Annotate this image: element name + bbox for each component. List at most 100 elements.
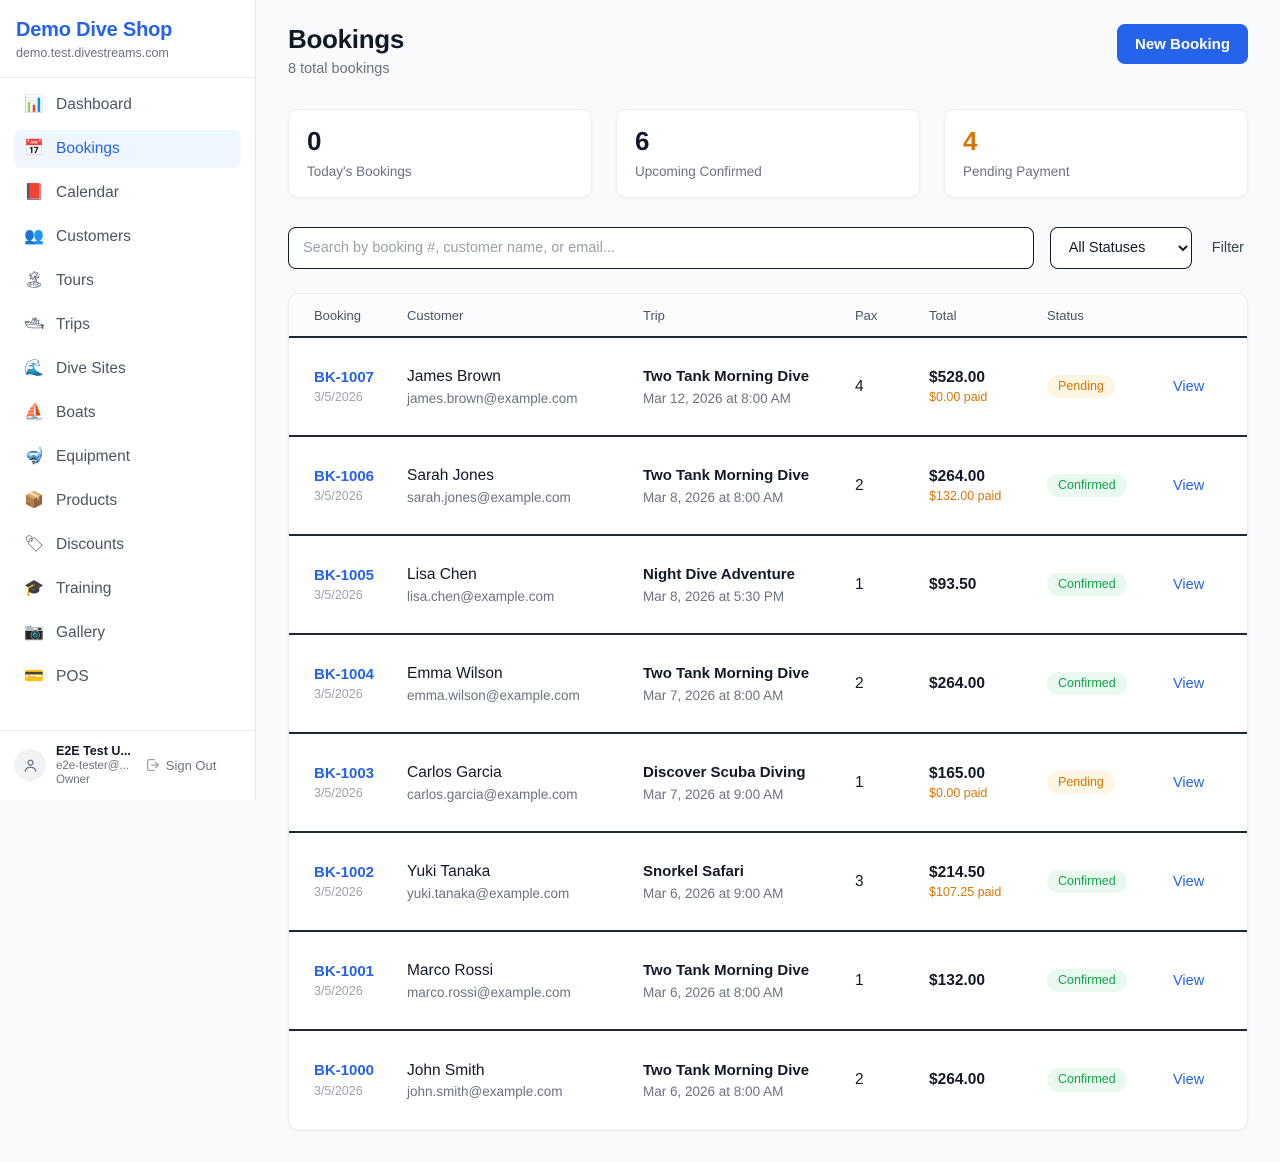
trip-date: Mar 6, 2026 at 9:00 AM	[643, 885, 784, 901]
stat-card-today-s-bookings: 0 Today's Bookings	[288, 109, 592, 199]
booking-date: 3/5/2026	[314, 984, 363, 999]
booking-id-link[interactable]: BK-1006	[314, 467, 375, 485]
table-row[interactable]: BK-1004 3/5/2026 Emma Wilson emma.wilson@ex…	[289, 634, 1247, 734]
status-filter-select[interactable]: All Statuses	[1049, 227, 1192, 270]
customer-email: marco.rossi@example.com	[407, 984, 571, 1000]
main-content: Bookings 8 total bookings New Booking 0 T…	[256, 0, 1280, 1162]
pax-count: 2	[855, 476, 864, 494]
status-badge: Confirmed	[1047, 671, 1127, 696]
column-header-booking[interactable]: Booking	[289, 294, 399, 339]
brand-block[interactable]: Demo Dive Shop demo.test.divestreams.com	[0, 0, 255, 78]
sidebar-item-training[interactable]: 🎓 Training	[14, 570, 241, 608]
cell-action: View	[1165, 1030, 1247, 1129]
total-amount: $264.00	[929, 674, 986, 692]
table-row[interactable]: BK-1005 3/5/2026 Lisa Chen lisa.chen@exampl…	[289, 535, 1247, 635]
cell-action: View	[1165, 337, 1247, 436]
trip-date: Mar 6, 2026 at 8:00 AM	[643, 984, 784, 1000]
new-booking-button[interactable]: New Booking	[1116, 24, 1248, 64]
cell-total: $528.00 $0.00 paid	[921, 337, 1039, 436]
diving-mask-icon: 🤿	[24, 448, 44, 465]
view-link[interactable]: View	[1173, 477, 1205, 494]
cell-pax: 3	[847, 832, 921, 931]
sidebar-item-calendar[interactable]: 📕 Calendar	[14, 174, 241, 212]
column-header-total[interactable]: Total	[921, 294, 1039, 339]
booking-id-link[interactable]: BK-1004	[314, 665, 375, 683]
page-header-text: Bookings 8 total bookings	[288, 24, 404, 77]
search-input[interactable]	[288, 227, 1034, 270]
booking-id-link[interactable]: BK-1001	[314, 962, 375, 980]
sidebar-user-box: E2E Test U... e2e-tester@... Owner Sign …	[0, 729, 255, 800]
island-icon: 🏝	[24, 272, 45, 289]
view-link[interactable]: View	[1173, 1072, 1205, 1089]
sign-out-button[interactable]: Sign Out	[145, 757, 216, 773]
cell-action: View	[1165, 634, 1247, 733]
sidebar-item-label: POS	[56, 668, 89, 685]
booking-id-link[interactable]: BK-1003	[314, 764, 375, 782]
booking-id-link[interactable]: BK-1000	[314, 1062, 375, 1080]
user-name: E2E Test U...	[56, 743, 131, 758]
cell-action: View	[1165, 535, 1247, 634]
sidebar-item-equipment[interactable]: 🤿 Equipment	[14, 438, 241, 476]
cell-trip: Two Tank Morning Dive Mar 8, 2026 at 8:00…	[635, 436, 847, 535]
filter-bar: All Statuses Filter	[288, 227, 1248, 270]
view-link[interactable]: View	[1173, 675, 1205, 692]
customer-email: sarah.jones@example.com	[407, 489, 571, 505]
cell-action: View	[1165, 832, 1247, 931]
table-row[interactable]: BK-1000 3/5/2026 John Smith john.smith@exam…	[289, 1030, 1247, 1129]
table-body: BK-1007 3/5/2026 James Brown james.brown@ex…	[289, 337, 1247, 1129]
column-header-pax[interactable]: Pax	[847, 294, 921, 339]
booking-id-link[interactable]: BK-1002	[314, 863, 375, 881]
booking-id-link[interactable]: BK-1005	[314, 566, 375, 584]
sidebar-item-gallery[interactable]: 📷 Gallery	[14, 614, 241, 652]
amount-paid: $0.00 paid	[929, 785, 988, 800]
stats-row: 0 Today's Bookings 6 Upcoming Confirmed 4 Pen…	[288, 109, 1248, 199]
customer-email: emma.wilson@example.com	[407, 687, 580, 703]
sidebar-item-trips[interactable]: 🛥 Trips	[14, 306, 241, 344]
view-link[interactable]: View	[1173, 774, 1205, 791]
amount-paid: $132.00 paid	[929, 488, 1002, 503]
customer-name: James Brown	[407, 368, 501, 386]
trip-name: Two Tank Morning Dive	[643, 962, 810, 980]
cell-customer: Sarah Jones sarah.jones@example.com	[399, 436, 635, 535]
column-header-trip[interactable]: Trip	[635, 294, 847, 339]
cell-trip: Two Tank Morning Dive Mar 12, 2026 at 8:0…	[635, 337, 847, 436]
booking-date: 3/5/2026	[314, 489, 363, 504]
cell-trip: Two Tank Morning Dive Mar 7, 2026 at 8:00…	[635, 634, 847, 733]
view-link[interactable]: View	[1173, 576, 1205, 593]
table-row[interactable]: BK-1001 3/5/2026 Marco Rossi marco.rossi@ex…	[289, 931, 1247, 1031]
view-link[interactable]: View	[1173, 873, 1205, 890]
cell-booking: BK-1002 3/5/2026	[289, 832, 399, 931]
filter-button[interactable]: Filter	[1208, 240, 1248, 256]
cell-trip: Two Tank Morning Dive Mar 6, 2026 at 8:00…	[635, 931, 847, 1030]
view-link[interactable]: View	[1173, 972, 1205, 989]
customer-name: John Smith	[407, 1061, 485, 1079]
sidebar-item-dive-sites[interactable]: 🌊 Dive Sites	[14, 350, 241, 388]
sidebar-item-tours[interactable]: 🏝 Tours	[14, 262, 241, 300]
sidebar-item-discounts[interactable]: 🏷 Discounts	[14, 526, 241, 564]
cell-trip: Night Dive Adventure Mar 8, 2026 at 5:30 …	[635, 535, 847, 634]
cell-total: $165.00 $0.00 paid	[921, 733, 1039, 832]
sidebar-item-dashboard[interactable]: 📊 Dashboard	[14, 86, 241, 124]
customer-name: Sarah Jones	[407, 467, 495, 485]
sidebar-item-customers[interactable]: 👥 Customers	[14, 218, 241, 256]
sidebar-item-pos[interactable]: 💳 POS	[14, 658, 241, 696]
sidebar-item-bookings[interactable]: 📅 Bookings	[14, 130, 241, 168]
table-row[interactable]: BK-1002 3/5/2026 Yuki Tanaka yuki.tanaka@ex…	[289, 832, 1247, 932]
status-badge: Confirmed	[1047, 968, 1127, 993]
booking-date: 3/5/2026	[314, 885, 363, 900]
sailboat-icon: ⛵	[24, 404, 44, 421]
sidebar-item-label: Customers	[56, 228, 131, 245]
status-badge: Confirmed	[1047, 572, 1127, 597]
column-header-status[interactable]: Status	[1039, 294, 1165, 339]
sidebar-item-products[interactable]: 📦 Products	[14, 482, 241, 520]
table-row[interactable]: BK-1003 3/5/2026 Carlos Garcia carlos.garci…	[289, 733, 1247, 833]
table-header: Booking Customer Trip Pax Total Status	[289, 294, 1247, 339]
booking-id-link[interactable]: BK-1007	[314, 368, 375, 386]
customer-email: james.brown@example.com	[407, 390, 578, 406]
view-link[interactable]: View	[1173, 378, 1205, 395]
column-header-customer[interactable]: Customer	[399, 294, 635, 339]
sidebar-item-boats[interactable]: ⛵ Boats	[14, 394, 241, 432]
table-row[interactable]: BK-1007 3/5/2026 James Brown james.brown@ex…	[289, 337, 1247, 437]
table-row[interactable]: BK-1006 3/5/2026 Sarah Jones sarah.jones@ex…	[289, 436, 1247, 536]
customer-name: Lisa Chen	[407, 566, 477, 584]
